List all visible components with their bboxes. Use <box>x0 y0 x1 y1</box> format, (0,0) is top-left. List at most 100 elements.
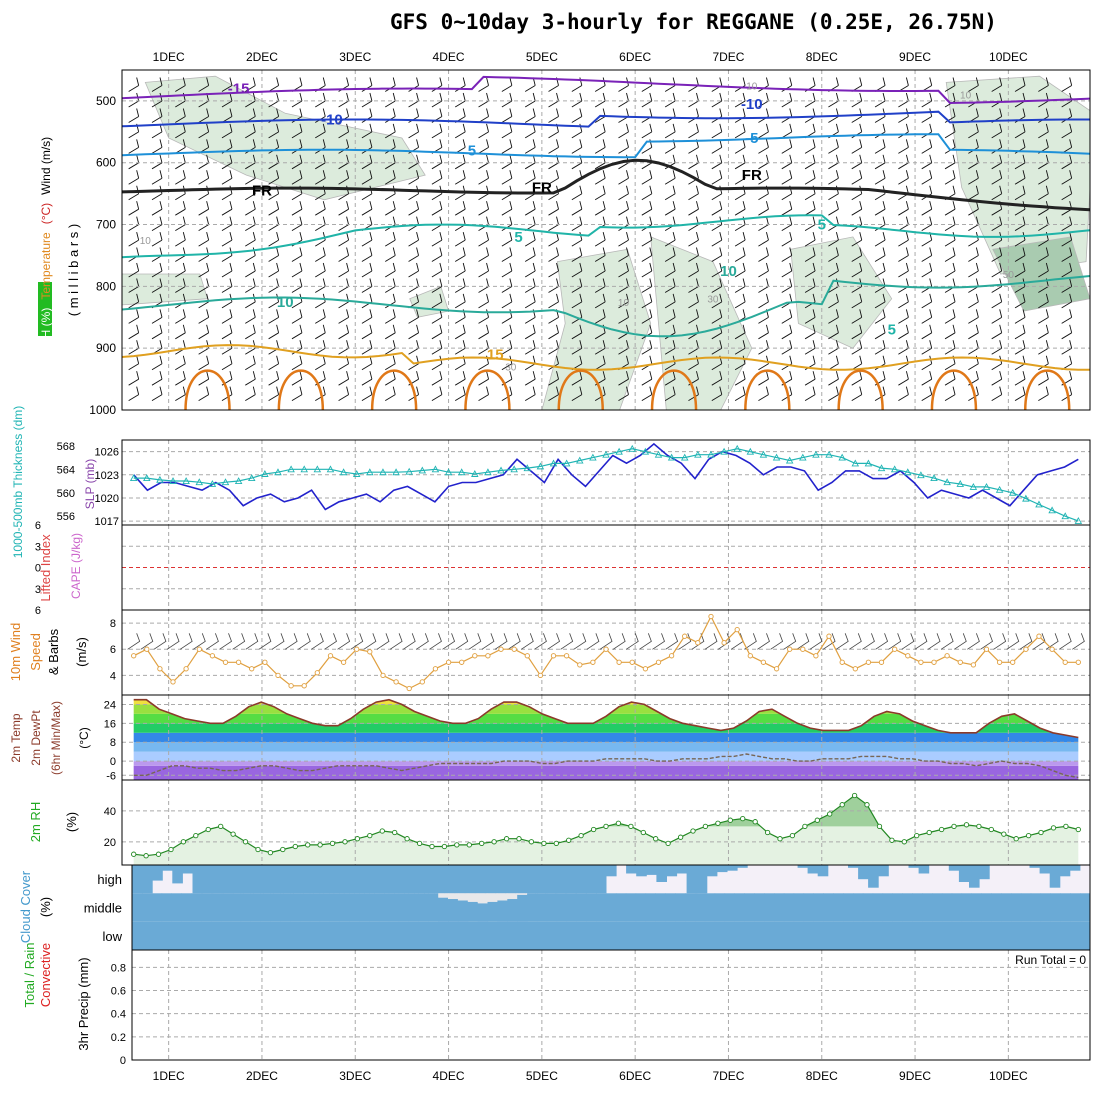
wind-speed-point <box>918 659 924 665</box>
wind-barb <box>361 324 373 340</box>
wind-barb <box>804 108 816 123</box>
wind-barb <box>198 185 210 201</box>
surface-wind-barb <box>219 633 232 650</box>
surface-wind-barb <box>862 633 875 650</box>
wind-barb <box>851 309 863 324</box>
wind-barb <box>594 262 606 278</box>
middle-cloud-bar <box>615 893 627 922</box>
wind-barb <box>1061 77 1073 92</box>
wind-speed-point <box>931 659 937 665</box>
wind-speed-point <box>695 640 701 646</box>
wind-barb <box>641 371 653 386</box>
wind-barb <box>664 247 676 262</box>
high-cloud-bar <box>505 865 516 894</box>
wind-barb <box>385 309 396 324</box>
surface-wind-barb <box>967 633 980 650</box>
thickness-point <box>759 450 768 458</box>
wind-barb <box>828 154 839 170</box>
high-cloud-bar <box>253 865 264 894</box>
isotherm-plus20-loop <box>557 369 604 410</box>
wind-barb <box>221 92 233 108</box>
rh-point <box>777 836 783 842</box>
wind-barb <box>898 216 909 232</box>
rh-point <box>479 840 485 847</box>
wind-barb <box>338 262 350 278</box>
wind-barb <box>128 231 140 247</box>
wind-barb <box>688 293 699 309</box>
wind-barb <box>431 154 443 170</box>
high-cloud-bar <box>404 865 415 894</box>
middle-cloud-gap <box>507 893 518 900</box>
surface-wind-barb <box>363 633 377 650</box>
rh-point <box>1075 826 1081 833</box>
wind-barb <box>338 247 350 262</box>
thickness-point <box>589 453 597 461</box>
wind-barb <box>245 247 256 262</box>
wind-barb <box>991 324 1003 340</box>
wind-barb <box>478 77 489 92</box>
wind-barb <box>851 201 863 216</box>
wind-barb <box>548 386 559 402</box>
rh-point <box>839 802 845 808</box>
rh-point <box>205 826 211 833</box>
high-cloud-bar <box>706 865 718 877</box>
middle-cloud-gap <box>487 893 498 902</box>
high-cloud-bar <box>1069 865 1081 871</box>
wind-barb <box>221 293 233 309</box>
thickness-point <box>615 447 623 455</box>
wind-barb <box>898 262 909 278</box>
wind-barb <box>991 77 1003 92</box>
wind-barb <box>1014 355 1026 371</box>
wind-barb <box>851 355 863 371</box>
wind-barb <box>548 371 559 386</box>
wind-barb <box>851 371 863 386</box>
wind-speed-point <box>577 662 583 668</box>
high-cloud-bar <box>868 865 879 888</box>
wind-barb <box>548 293 559 309</box>
high-cloud-bar <box>303 865 314 894</box>
wind-barb <box>245 309 256 324</box>
wind-barb <box>524 108 536 123</box>
thickness-point <box>221 478 230 486</box>
middle-cloud-bar <box>902 893 913 922</box>
wind-barb <box>758 278 769 293</box>
rh-point <box>503 836 510 842</box>
wind-barb <box>221 170 233 185</box>
wind-barb <box>1038 123 1049 139</box>
middle-cloud-bar <box>971 893 982 922</box>
precip-panel-frame <box>131 949 1091 1061</box>
rh-point <box>827 811 833 817</box>
wind-barb <box>128 340 140 355</box>
wind-barb <box>198 154 210 170</box>
wind-barb <box>874 386 886 402</box>
wind-barb <box>828 231 839 247</box>
surface-wind-barb <box>770 633 784 650</box>
wind-barb <box>478 262 489 278</box>
wind-barb <box>734 386 746 402</box>
high-cloud-bar <box>172 865 183 884</box>
surface-wind-barb <box>980 633 993 650</box>
rh-point <box>1025 832 1032 839</box>
wind-barb <box>968 324 979 340</box>
thickness-point <box>471 470 479 477</box>
thickness-point <box>379 468 387 476</box>
high-cloud-bar <box>424 865 435 894</box>
rh-point <box>740 815 746 822</box>
high-cloud-bar <box>232 865 244 894</box>
wind-barb <box>991 386 1003 402</box>
wind-barb <box>1014 216 1026 232</box>
wind-barb <box>874 340 886 355</box>
wind-barb <box>641 123 653 139</box>
surface-wind-barb <box>166 633 180 650</box>
middle-cloud-bar <box>892 893 903 922</box>
wind-barb <box>618 123 629 139</box>
surface-wind-barb <box>639 633 652 650</box>
high-cloud-bar <box>1029 865 1041 868</box>
wind-barb <box>1061 185 1073 201</box>
rh-point <box>292 843 298 850</box>
lifted-index-axis-label: Lifted Index <box>38 534 53 602</box>
thickness-point <box>352 470 361 477</box>
wind-barb <box>385 262 396 278</box>
middle-cloud-bar <box>378 893 390 922</box>
wind-barb <box>664 355 676 371</box>
